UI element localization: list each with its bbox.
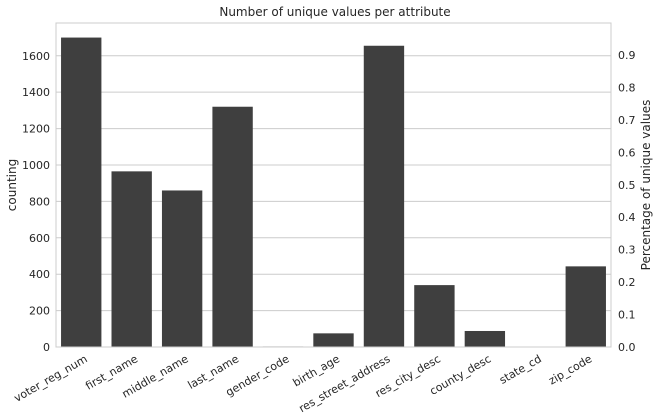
bar-voter-reg-num (61, 37, 102, 347)
bar-first-name (111, 171, 152, 347)
y2-tick-label: 0.4 (618, 211, 636, 224)
bar-county-desc (464, 330, 506, 347)
y2-tick-label: 0.6 (618, 146, 636, 159)
chart-title: Number of unique values per attribute (219, 5, 450, 19)
y-tick-label: 1200 (22, 123, 50, 136)
y2-tick-label: 0.1 (618, 309, 636, 322)
y-tick-label: 400 (29, 268, 50, 281)
x-tick-label: zip_code (546, 352, 594, 387)
y2-axis-ticks: 0.0 0.1 0.2 0.3 0.4 0.5 0.6 0.7 0.8 0.9 (618, 49, 636, 354)
y-axis-ticks: 0 200 400 600 800 1000 1200 1400 1600 (22, 50, 50, 354)
bars (61, 37, 606, 347)
bar-res-city-desc (414, 285, 455, 347)
y2-tick-label: 0.9 (618, 49, 636, 62)
plot-frame (55, 22, 612, 348)
y-tick-label: 1600 (22, 50, 50, 63)
y-tick-label: 1000 (22, 159, 50, 172)
y2-tick-label: 0.0 (618, 341, 636, 354)
bar-res-street-address (363, 45, 405, 347)
y-tick-label: 800 (29, 195, 50, 208)
y2-axis-title: Percentage of unique values (639, 100, 653, 271)
y2-tick-label: 0.5 (618, 179, 636, 192)
y-tick-label: 200 (29, 305, 50, 318)
x-tick-label: state_cd (497, 352, 544, 386)
y2-tick-label: 0.2 (618, 276, 636, 289)
x-tick-label: voter_reg_num (12, 352, 90, 405)
bar-birth-age (313, 333, 354, 347)
bar-last-name (212, 106, 253, 347)
y-tick-label: 0 (43, 341, 50, 354)
y2-tick-label: 0.3 (618, 244, 636, 257)
y-tick-label: 1400 (22, 86, 50, 99)
y2-tick-label: 0.8 (618, 81, 636, 94)
x-axis-ticks: voter_reg_numfirst_namemiddle_namelast_n… (12, 352, 595, 415)
bar-middle-name (161, 190, 203, 347)
x-tick-label: res_street_address (297, 352, 393, 415)
y2-tick-label: 0.7 (618, 114, 636, 127)
y-axis-title: counting (5, 159, 19, 211)
bar-zip-code (565, 266, 606, 347)
y-tick-label: 600 (29, 232, 50, 245)
